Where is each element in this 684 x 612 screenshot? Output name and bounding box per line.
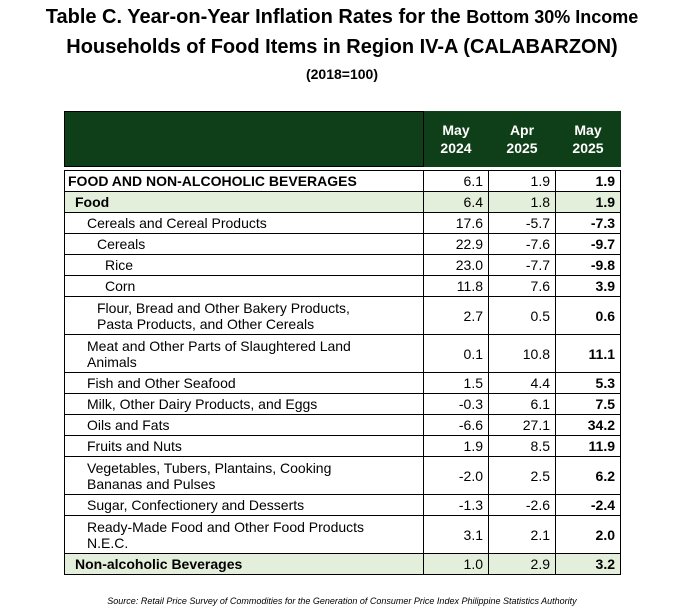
value-apr-2025: 2.5 bbox=[488, 456, 556, 495]
value-apr-2025: -5.7 bbox=[488, 212, 556, 234]
row-label: Corn bbox=[64, 275, 424, 297]
value-may-2025: 3.9 bbox=[555, 275, 621, 297]
value-may-2025: 1.9 bbox=[555, 170, 621, 192]
row-label: Fruits and Nuts bbox=[64, 435, 424, 457]
table-row: Fruits and Nuts 1.9 8.5 11.9 bbox=[64, 435, 621, 457]
header-label-cell bbox=[64, 111, 424, 167]
value-may-2025: 11.1 bbox=[555, 334, 621, 373]
row-label: Cereals bbox=[64, 233, 424, 255]
value-apr-2025: 6.1 bbox=[488, 393, 556, 415]
value-apr-2025: -7.6 bbox=[488, 233, 556, 255]
table-row: Sugar, Confectionery and Desserts -1.3 -… bbox=[64, 494, 621, 516]
table-row: Cereals 22.9 -7.6 -9.7 bbox=[64, 233, 621, 255]
value-may-2025: 3.2 bbox=[555, 553, 621, 575]
value-may-2024: 1.5 bbox=[423, 372, 489, 394]
value-may-2024: -2.0 bbox=[423, 456, 489, 495]
value-may-2024: -0.3 bbox=[423, 393, 489, 415]
value-may-2024: -1.3 bbox=[423, 494, 489, 516]
table-row: Non-alcoholic Beverages 1.0 2.9 3.2 bbox=[64, 553, 621, 575]
header-may-2025: May 2025 bbox=[555, 111, 621, 167]
header-apr-2025: Apr 2025 bbox=[488, 111, 556, 167]
row-label: Oils and Fats bbox=[64, 414, 424, 436]
value-may-2025: 34.2 bbox=[555, 414, 621, 436]
row-label: Milk, Other Dairy Products, and Eggs bbox=[64, 393, 424, 415]
value-may-2024: 17.6 bbox=[423, 212, 489, 234]
value-may-2024: 11.8 bbox=[423, 275, 489, 297]
value-may-2024: 6.4 bbox=[423, 191, 489, 213]
value-may-2025: 6.2 bbox=[555, 456, 621, 495]
table-title-line-1: Table C. Year-on-Year Inflation Rates fo… bbox=[0, 4, 684, 30]
row-label: Sugar, Confectionery and Desserts bbox=[64, 494, 424, 516]
value-apr-2025: 0.5 bbox=[488, 296, 556, 335]
value-may-2024: 3.1 bbox=[423, 515, 489, 554]
value-may-2025: 7.5 bbox=[555, 393, 621, 415]
table-row: Corn 11.8 7.6 3.9 bbox=[64, 275, 621, 297]
value-may-2024: 22.9 bbox=[423, 233, 489, 255]
table-row: Flour, Bread and Other Bakery Products, P… bbox=[64, 296, 621, 335]
value-apr-2025: 1.9 bbox=[488, 170, 556, 192]
row-label: Non-alcoholic Beverages bbox=[64, 553, 424, 575]
table-base-year: (2018=100) bbox=[305, 66, 378, 82]
value-apr-2025: 1.8 bbox=[488, 191, 556, 213]
value-apr-2025: 10.8 bbox=[488, 334, 556, 373]
title-small-text: Bottom 30% Income bbox=[466, 7, 639, 27]
value-may-2024: 6.1 bbox=[423, 170, 489, 192]
value-may-2025: 0.6 bbox=[555, 296, 621, 335]
value-may-2025: -2.4 bbox=[555, 494, 621, 516]
value-apr-2025: 2.9 bbox=[488, 553, 556, 575]
value-may-2025: -9.8 bbox=[555, 254, 621, 276]
table-row: Food 6.4 1.8 1.9 bbox=[64, 191, 621, 213]
table-row: Milk, Other Dairy Products, and Eggs -0.… bbox=[64, 393, 621, 415]
value-may-2025: 2.0 bbox=[555, 515, 621, 554]
table-row: Fish and Other Seafood 1.5 4.4 5.3 bbox=[64, 372, 621, 394]
row-label: FOOD AND NON-ALCOHOLIC BEVERAGES bbox=[64, 170, 424, 192]
header-may-2024: May 2024 bbox=[423, 111, 489, 167]
row-label: Fish and Other Seafood bbox=[64, 372, 424, 394]
value-may-2025: -9.7 bbox=[555, 233, 621, 255]
value-apr-2025: -7.7 bbox=[488, 254, 556, 276]
value-may-2025: 5.3 bbox=[555, 372, 621, 394]
value-may-2025: 11.9 bbox=[555, 435, 621, 457]
value-apr-2025: 7.6 bbox=[488, 275, 556, 297]
table-title-line-2: Households of Food Items in Region IV-A … bbox=[66, 36, 618, 58]
title-main-text: Table C. Year-on-Year Inflation Rates fo… bbox=[45, 6, 467, 28]
row-label: Flour, Bread and Other Bakery Products, P… bbox=[64, 296, 424, 335]
row-label: Cereals and Cereal Products bbox=[64, 212, 424, 234]
value-may-2024: 1.0 bbox=[423, 553, 489, 575]
row-label: Ready-Made Food and Other Food Products N… bbox=[64, 515, 424, 554]
table-row: Meat and Other Parts of Slaughtered Land… bbox=[64, 334, 621, 373]
table-row: Vegetables, Tubers, Plantains, Cooking Ba… bbox=[64, 456, 621, 495]
value-may-2024: 2.7 bbox=[423, 296, 489, 335]
value-may-2024: -6.6 bbox=[423, 414, 489, 436]
table-row: Oils and Fats -6.6 27.1 34.2 bbox=[64, 414, 621, 436]
value-apr-2025: 2.1 bbox=[488, 515, 556, 554]
table-row: Cereals and Cereal Products 17.6 -5.7 -7… bbox=[64, 212, 621, 234]
inflation-table: May 2024 Apr 2025 May 2025 FOOD AND NON-ALC… bbox=[64, 111, 621, 575]
value-may-2025: -7.3 bbox=[555, 212, 621, 234]
table-row: FOOD AND NON-ALCOHOLIC BEVERAGES 6.1 1.9… bbox=[64, 170, 621, 192]
value-may-2025: 1.9 bbox=[555, 191, 621, 213]
value-may-2024: 23.0 bbox=[423, 254, 489, 276]
row-label: Rice bbox=[64, 254, 424, 276]
value-apr-2025: -2.6 bbox=[488, 494, 556, 516]
table-row: Ready-Made Food and Other Food Products N… bbox=[64, 515, 621, 554]
row-label: Vegetables, Tubers, Plantains, Cooking Ba… bbox=[64, 456, 424, 495]
table-header-row: May 2024 Apr 2025 May 2025 bbox=[64, 111, 621, 167]
table-row: Rice 23.0 -7.7 -9.8 bbox=[64, 254, 621, 276]
value-apr-2025: 27.1 bbox=[488, 414, 556, 436]
value-apr-2025: 8.5 bbox=[488, 435, 556, 457]
value-may-2024: 1.9 bbox=[423, 435, 489, 457]
row-label: Meat and Other Parts of Slaughtered Land… bbox=[64, 334, 424, 373]
row-label: Food bbox=[64, 191, 424, 213]
value-may-2024: 0.1 bbox=[423, 334, 489, 373]
source-note: Source: Retail Price Survey of Commoditi… bbox=[107, 596, 577, 606]
value-apr-2025: 4.4 bbox=[488, 372, 556, 394]
